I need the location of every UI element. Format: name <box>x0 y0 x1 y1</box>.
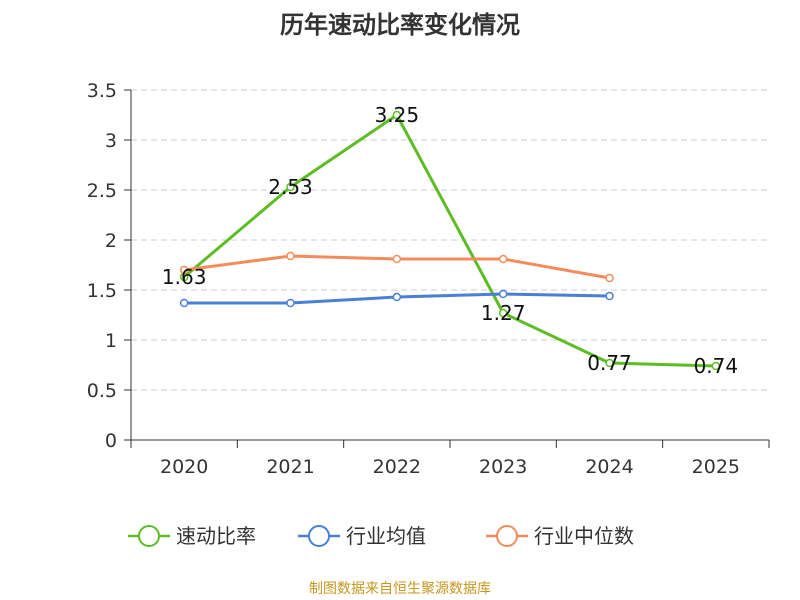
y-tick-label: 0 <box>105 430 117 452</box>
data-labels: 1.63 2.53 3.25 1.27 0.77 0.74 <box>162 103 738 378</box>
data-point[interactable] <box>605 358 614 368</box>
y-tick-label: 3.5 <box>87 80 117 102</box>
legend-marker <box>138 525 160 547</box>
x-tick-label: 2024 <box>585 456 633 478</box>
legend-marker <box>308 525 330 547</box>
data-label: 3.25 <box>375 103 420 127</box>
data-point[interactable] <box>179 298 189 308</box>
legend-marker <box>496 525 518 547</box>
data-point[interactable] <box>498 289 508 299</box>
x-tick-label: 2023 <box>479 456 527 478</box>
data-point[interactable] <box>392 254 402 264</box>
data-point[interactable] <box>605 291 614 301</box>
legend-item[interactable]: 速动比率 <box>128 524 256 548</box>
y-tick-label: 2.5 <box>87 180 117 202</box>
y-tick-label: 0.5 <box>87 380 117 402</box>
data-point[interactable] <box>498 308 508 318</box>
y-tick-label: 1 <box>105 330 117 352</box>
grid-lines <box>131 89 769 391</box>
legend-item[interactable]: 行业中位数 <box>486 524 634 548</box>
data-point[interactable] <box>711 361 721 371</box>
data-point[interactable] <box>392 110 402 120</box>
legend-item[interactable]: 行业均值 <box>298 524 426 548</box>
chart-title: 历年速动比率变化情况 <box>280 11 520 39</box>
data-point[interactable] <box>286 298 295 308</box>
series-line-0 <box>183 113 716 368</box>
data-point[interactable] <box>286 251 295 261</box>
x-tick-label: 2022 <box>373 456 421 478</box>
data-point[interactable] <box>392 292 402 302</box>
data-point[interactable] <box>498 254 508 264</box>
x-tick-label: 2021 <box>266 456 314 478</box>
y-tick-label: 2 <box>105 230 117 252</box>
data-point[interactable] <box>286 182 295 192</box>
y-tick-label: 3 <box>105 130 117 152</box>
data-label: 0.77 <box>587 351 632 375</box>
data-label: 1.27 <box>481 301 526 325</box>
series-group <box>179 110 721 371</box>
legend-label: 行业均值 <box>346 524 426 548</box>
legend[interactable]: 速动比率 行业均值 行业中位数 <box>128 524 634 548</box>
source-note: 制图数据来自恒生聚源数据库 <box>309 581 491 597</box>
x-tick-label: 2020 <box>160 456 208 478</box>
data-point[interactable] <box>179 265 189 275</box>
data-label: 1.63 <box>162 265 207 289</box>
y-tick-label: 1.5 <box>87 280 117 302</box>
data-label: 2.53 <box>268 175 313 199</box>
data-point[interactable] <box>605 273 614 283</box>
x-tick-label: 2025 <box>692 456 740 478</box>
legend-label: 行业中位数 <box>534 524 634 548</box>
legend-label: 速动比率 <box>176 524 256 548</box>
data-label: 0.74 <box>694 354 739 378</box>
